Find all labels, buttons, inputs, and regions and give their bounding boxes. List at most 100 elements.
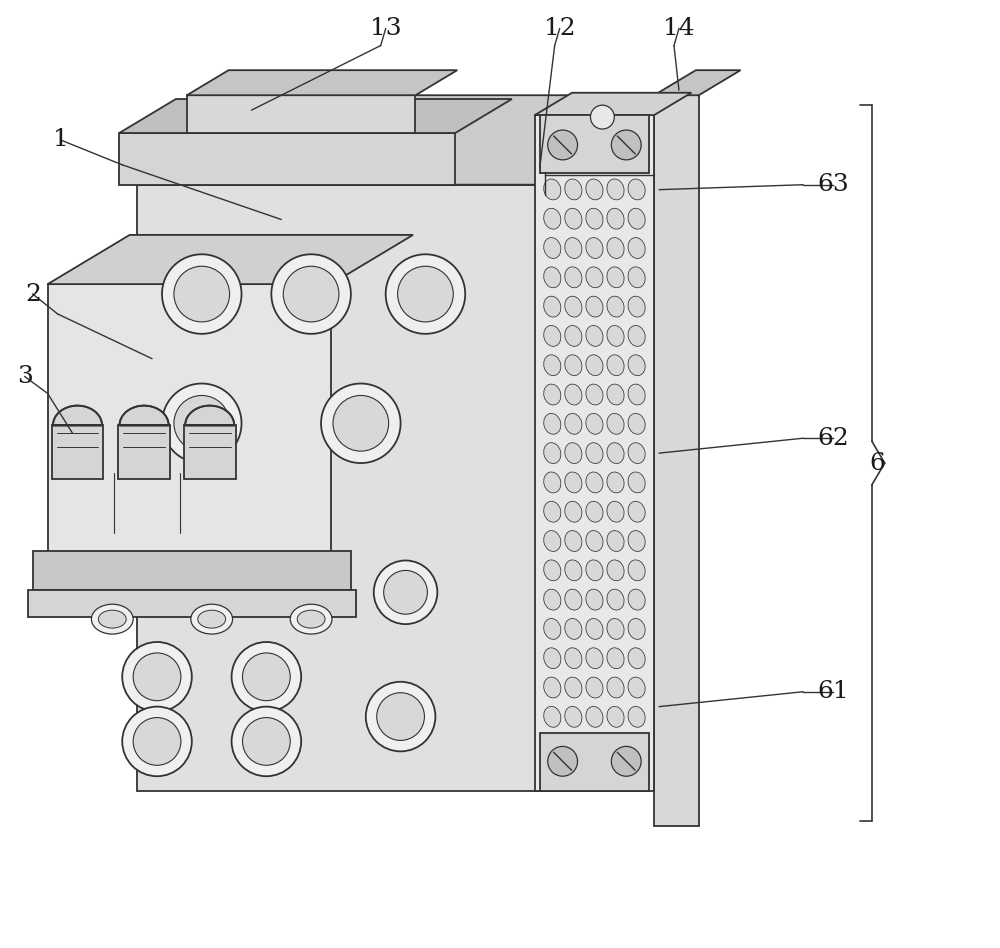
- Circle shape: [283, 266, 339, 322]
- Ellipse shape: [628, 267, 645, 288]
- Ellipse shape: [607, 209, 624, 229]
- Ellipse shape: [565, 501, 582, 522]
- Circle shape: [333, 395, 389, 451]
- Ellipse shape: [544, 355, 561, 375]
- Ellipse shape: [191, 604, 233, 634]
- Ellipse shape: [544, 472, 561, 493]
- Circle shape: [398, 266, 453, 322]
- Circle shape: [174, 266, 230, 322]
- Ellipse shape: [565, 531, 582, 552]
- Ellipse shape: [628, 706, 645, 727]
- Ellipse shape: [290, 604, 332, 634]
- Ellipse shape: [628, 531, 645, 552]
- Ellipse shape: [544, 443, 561, 464]
- Ellipse shape: [628, 209, 645, 229]
- Polygon shape: [137, 95, 694, 185]
- Ellipse shape: [565, 413, 582, 434]
- Circle shape: [162, 384, 242, 463]
- Polygon shape: [137, 185, 545, 792]
- Ellipse shape: [607, 413, 624, 434]
- Ellipse shape: [544, 209, 561, 229]
- Ellipse shape: [607, 590, 624, 611]
- Ellipse shape: [586, 560, 603, 581]
- Ellipse shape: [586, 443, 603, 464]
- Ellipse shape: [628, 443, 645, 464]
- Ellipse shape: [565, 443, 582, 464]
- Ellipse shape: [628, 325, 645, 346]
- Ellipse shape: [565, 560, 582, 581]
- Ellipse shape: [544, 531, 561, 552]
- Ellipse shape: [586, 413, 603, 434]
- Ellipse shape: [628, 296, 645, 317]
- Ellipse shape: [586, 706, 603, 727]
- Ellipse shape: [607, 472, 624, 493]
- Text: 61: 61: [817, 681, 849, 703]
- Ellipse shape: [544, 179, 561, 200]
- Ellipse shape: [565, 647, 582, 668]
- Ellipse shape: [586, 238, 603, 259]
- Ellipse shape: [586, 296, 603, 317]
- Circle shape: [384, 571, 427, 614]
- Ellipse shape: [628, 560, 645, 581]
- Ellipse shape: [565, 618, 582, 639]
- Text: 13: 13: [370, 17, 401, 40]
- Ellipse shape: [607, 325, 624, 346]
- Circle shape: [271, 254, 351, 334]
- Ellipse shape: [544, 325, 561, 346]
- Ellipse shape: [544, 618, 561, 639]
- Polygon shape: [119, 99, 512, 133]
- Circle shape: [611, 130, 641, 160]
- Ellipse shape: [198, 611, 226, 629]
- Circle shape: [162, 254, 242, 334]
- Polygon shape: [33, 551, 351, 591]
- Ellipse shape: [544, 296, 561, 317]
- Ellipse shape: [628, 501, 645, 522]
- Ellipse shape: [565, 384, 582, 405]
- Polygon shape: [535, 93, 691, 115]
- Polygon shape: [187, 70, 457, 95]
- Ellipse shape: [565, 590, 582, 611]
- Circle shape: [548, 746, 578, 776]
- Ellipse shape: [544, 677, 561, 698]
- Ellipse shape: [586, 267, 603, 288]
- Polygon shape: [540, 734, 649, 792]
- Ellipse shape: [628, 413, 645, 434]
- Text: 1: 1: [53, 129, 68, 152]
- Polygon shape: [48, 235, 413, 284]
- Circle shape: [321, 384, 401, 463]
- Ellipse shape: [565, 267, 582, 288]
- Text: 12: 12: [544, 17, 575, 40]
- Ellipse shape: [586, 355, 603, 375]
- Circle shape: [386, 254, 465, 334]
- Ellipse shape: [544, 560, 561, 581]
- Ellipse shape: [565, 706, 582, 727]
- Polygon shape: [185, 406, 234, 426]
- Ellipse shape: [628, 384, 645, 405]
- Polygon shape: [187, 95, 415, 133]
- Ellipse shape: [98, 611, 126, 629]
- Ellipse shape: [565, 209, 582, 229]
- Ellipse shape: [628, 179, 645, 200]
- Text: 14: 14: [663, 17, 695, 40]
- Text: 63: 63: [817, 173, 849, 196]
- Circle shape: [243, 653, 290, 701]
- Circle shape: [122, 706, 192, 776]
- Ellipse shape: [586, 590, 603, 611]
- Circle shape: [174, 395, 230, 451]
- Ellipse shape: [628, 355, 645, 375]
- Ellipse shape: [586, 618, 603, 639]
- Text: 3: 3: [17, 365, 33, 388]
- Ellipse shape: [607, 677, 624, 698]
- Polygon shape: [535, 115, 654, 792]
- Ellipse shape: [544, 501, 561, 522]
- Text: 6: 6: [870, 451, 886, 475]
- Text: 2: 2: [25, 283, 41, 305]
- Ellipse shape: [607, 384, 624, 405]
- Ellipse shape: [586, 325, 603, 346]
- Ellipse shape: [628, 472, 645, 493]
- Polygon shape: [118, 426, 170, 479]
- Ellipse shape: [586, 531, 603, 552]
- Ellipse shape: [544, 384, 561, 405]
- Ellipse shape: [565, 325, 582, 346]
- Circle shape: [377, 693, 424, 740]
